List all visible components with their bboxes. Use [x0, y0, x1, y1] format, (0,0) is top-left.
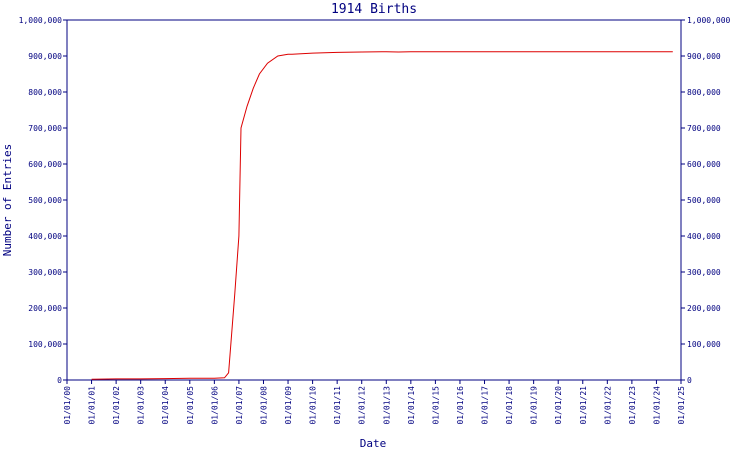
x-tick-label: 01/01/17: [481, 386, 490, 425]
x-tick-label: 01/01/13: [382, 386, 391, 425]
y-axis-left: 0 100,000 200,000 300,000 400,000 500,000 600,…: [19, 16, 67, 385]
x-tick-label: 01/01/12: [358, 386, 367, 425]
series-layer: [91, 51, 673, 380]
y-tick-label-right: 700,000: [687, 124, 721, 133]
x-axis: 01/01/00 01/01/01 01/01/02 01/01/03 01/01/04…: [63, 380, 686, 425]
y-tick-label-left: 700,000: [28, 124, 62, 133]
y-tick-label-right: 800,000: [687, 88, 721, 97]
y-tick-label-right: 1,000,000: [687, 16, 731, 25]
y-tick-label-left: 300,000: [28, 268, 62, 277]
x-tick-label: 01/01/04: [161, 386, 170, 425]
x-tick-label: 01/01/09: [284, 386, 293, 425]
chart-title: 1914 Births: [331, 2, 417, 17]
y-tick-label-left: 400,000: [28, 232, 62, 241]
series-line: [91, 51, 673, 380]
x-tick-label: 01/01/15: [431, 386, 440, 425]
x-tick-label: 01/01/24: [652, 386, 661, 425]
x-tick-label: 01/01/25: [677, 386, 686, 425]
y-tick-label-left: 900,000: [28, 52, 62, 61]
y-tick-label-left: 500,000: [28, 196, 62, 205]
y-tick-label-left: 800,000: [28, 88, 62, 97]
x-tick-label: 01/01/01: [88, 386, 97, 425]
y-tick-label-right: 900,000: [687, 52, 721, 61]
x-tick-label: 01/01/03: [137, 386, 146, 425]
x-tick-label: 01/01/23: [628, 386, 637, 425]
y-tick-label-left: 0: [57, 376, 62, 385]
x-tick-label: 01/01/16: [456, 386, 465, 425]
x-tick-label: 01/01/21: [579, 386, 588, 425]
x-axis-label: Date: [360, 437, 387, 450]
x-tick-label: 01/01/00: [63, 386, 72, 425]
x-tick-label: 01/01/11: [333, 386, 342, 425]
y-axis-label: Number of Entries: [1, 144, 14, 257]
y-tick-label-right: 400,000: [687, 232, 721, 241]
y-tick-label-left: 1,000,000: [19, 16, 63, 25]
x-tick-label: 01/01/02: [112, 386, 121, 425]
y-tick-label-right: 100,000: [687, 340, 721, 349]
y-tick-label-right: 600,000: [687, 160, 721, 169]
y-tick-label-right: 300,000: [687, 268, 721, 277]
x-tick-label: 01/01/06: [210, 386, 219, 425]
x-tick-label: 01/01/08: [259, 386, 268, 425]
x-tick-label: 01/01/05: [186, 386, 195, 425]
x-tick-label: 01/01/14: [407, 386, 416, 425]
y-axis-right: 0 100,000 200,000 300,000 400,000 500,000 600,…: [681, 16, 731, 385]
x-tick-label: 01/01/22: [603, 386, 612, 425]
y-tick-label-left: 200,000: [28, 304, 62, 313]
y-tick-label-right: 0: [687, 376, 692, 385]
x-tick-label: 01/01/18: [505, 386, 514, 425]
x-tick-label: 01/01/20: [554, 386, 563, 425]
x-tick-label: 01/01/19: [530, 386, 539, 425]
plot-frame: [66, 19, 682, 381]
y-tick-label-left: 600,000: [28, 160, 62, 169]
y-tick-label-left: 100,000: [28, 340, 62, 349]
x-tick-label: 01/01/07: [235, 386, 244, 425]
y-tick-label-right: 200,000: [687, 304, 721, 313]
y-tick-label-right: 500,000: [687, 196, 721, 205]
x-tick-label: 01/01/10: [309, 386, 318, 425]
